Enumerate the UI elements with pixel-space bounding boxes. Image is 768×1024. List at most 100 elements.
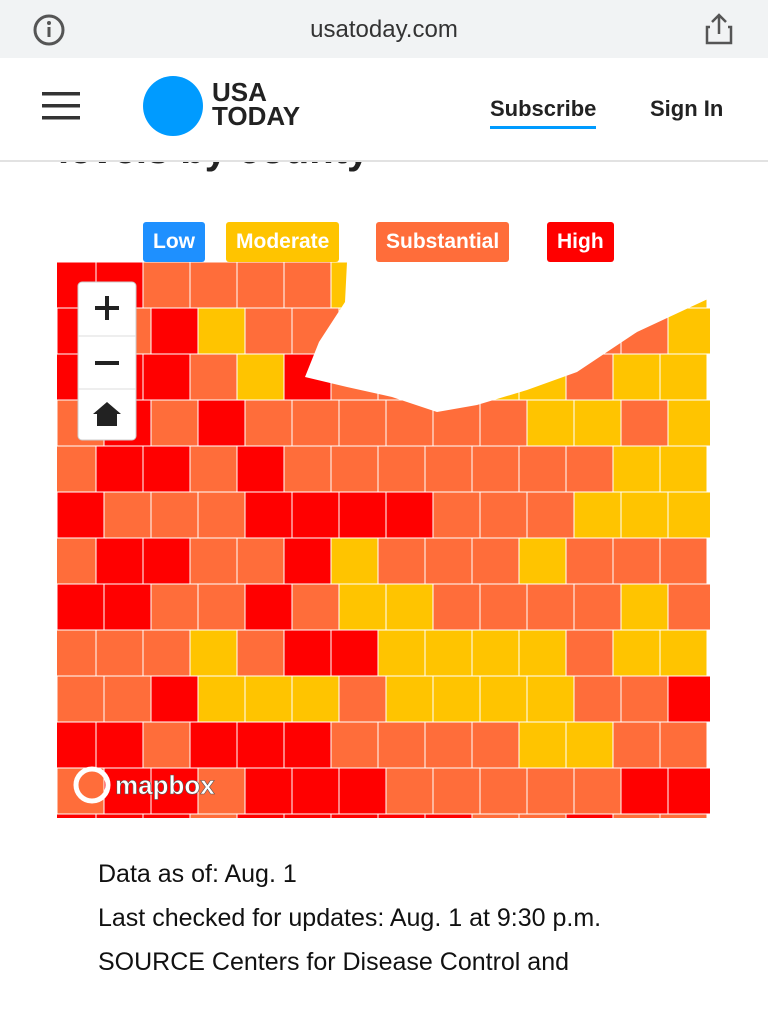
county[interactable]: [338, 399, 387, 447]
county[interactable]: [189, 721, 238, 769]
county[interactable]: [659, 353, 708, 401]
county[interactable]: [377, 721, 426, 769]
county[interactable]: [95, 813, 144, 818]
county[interactable]: [667, 307, 710, 355]
county[interactable]: [283, 262, 332, 309]
county[interactable]: [189, 537, 238, 585]
logo-text[interactable]: USA: [212, 77, 267, 107]
county[interactable]: [612, 353, 661, 401]
county[interactable]: [620, 491, 669, 539]
county[interactable]: [283, 721, 332, 769]
county[interactable]: [377, 537, 426, 585]
county[interactable]: [573, 767, 622, 815]
county[interactable]: [236, 721, 285, 769]
county[interactable]: [667, 583, 710, 631]
county[interactable]: [150, 307, 199, 355]
county[interactable]: [150, 583, 199, 631]
county[interactable]: [103, 767, 152, 815]
county[interactable]: [57, 813, 97, 818]
county[interactable]: [142, 445, 191, 493]
county[interactable]: [103, 491, 152, 539]
county[interactable]: [197, 399, 246, 447]
county[interactable]: [518, 537, 567, 585]
county[interactable]: [330, 813, 379, 818]
logo-circle[interactable]: [142, 76, 206, 140]
info-icon[interactable]: [32, 13, 66, 47]
county[interactable]: [244, 399, 293, 447]
county[interactable]: [236, 262, 285, 309]
county[interactable]: [57, 721, 97, 769]
county[interactable]: [659, 813, 708, 818]
county[interactable]: [291, 491, 340, 539]
county[interactable]: [612, 445, 661, 493]
county[interactable]: [57, 537, 97, 585]
county[interactable]: [565, 445, 614, 493]
county[interactable]: [197, 491, 246, 539]
county[interactable]: [189, 353, 238, 401]
county[interactable]: [291, 583, 340, 631]
county[interactable]: [385, 767, 434, 815]
county[interactable]: [526, 399, 575, 447]
legend-item[interactable]: Low: [143, 222, 205, 262]
county[interactable]: [385, 491, 434, 539]
county[interactable]: [659, 629, 708, 677]
county[interactable]: [565, 629, 614, 677]
county[interactable]: [424, 721, 473, 769]
subscribe-link[interactable]: Subscribe: [490, 96, 597, 129]
county[interactable]: [244, 583, 293, 631]
county[interactable]: [612, 629, 661, 677]
county[interactable]: [197, 307, 246, 355]
county[interactable]: [479, 583, 528, 631]
county[interactable]: [424, 537, 473, 585]
county[interactable]: [338, 675, 387, 723]
county[interactable]: [518, 445, 567, 493]
county[interactable]: [565, 721, 614, 769]
county[interactable]: [189, 813, 238, 818]
county[interactable]: [244, 767, 293, 815]
county[interactable]: [667, 399, 710, 447]
county[interactable]: [283, 813, 332, 818]
county[interactable]: [620, 767, 669, 815]
county[interactable]: [526, 767, 575, 815]
county[interactable]: [385, 583, 434, 631]
county[interactable]: [424, 629, 473, 677]
map[interactable]: mapbox: [57, 262, 710, 818]
county[interactable]: [620, 583, 669, 631]
county[interactable]: [103, 583, 152, 631]
county[interactable]: [150, 675, 199, 723]
county[interactable]: [189, 262, 238, 309]
county[interactable]: [471, 445, 520, 493]
county[interactable]: [667, 767, 710, 815]
county[interactable]: [573, 491, 622, 539]
attribution[interactable]: mapbox: [115, 770, 216, 801]
county[interactable]: [197, 675, 246, 723]
county[interactable]: [150, 399, 199, 447]
county[interactable]: [142, 353, 191, 401]
county[interactable]: [150, 491, 199, 539]
county[interactable]: [565, 537, 614, 585]
county[interactable]: [659, 721, 708, 769]
county[interactable]: [432, 491, 481, 539]
county[interactable]: [244, 675, 293, 723]
county[interactable]: [612, 537, 661, 585]
legend-item[interactable]: Moderate: [226, 222, 340, 262]
county[interactable]: [432, 583, 481, 631]
county[interactable]: [432, 675, 481, 723]
county[interactable]: [283, 629, 332, 677]
county[interactable]: [57, 583, 105, 631]
county[interactable]: [189, 629, 238, 677]
county[interactable]: [57, 491, 105, 539]
county[interactable]: [377, 629, 426, 677]
county[interactable]: [526, 491, 575, 539]
logo-text[interactable]: TODAY: [212, 101, 301, 131]
county[interactable]: [95, 629, 144, 677]
county[interactable]: [197, 767, 246, 815]
county[interactable]: [620, 675, 669, 723]
county[interactable]: [424, 813, 473, 818]
county[interactable]: [612, 813, 661, 818]
sign-in-link[interactable]: Sign In: [650, 96, 724, 121]
county[interactable]: [377, 813, 426, 818]
county[interactable]: [142, 262, 191, 309]
county[interactable]: [479, 399, 528, 447]
county[interactable]: [103, 675, 152, 723]
